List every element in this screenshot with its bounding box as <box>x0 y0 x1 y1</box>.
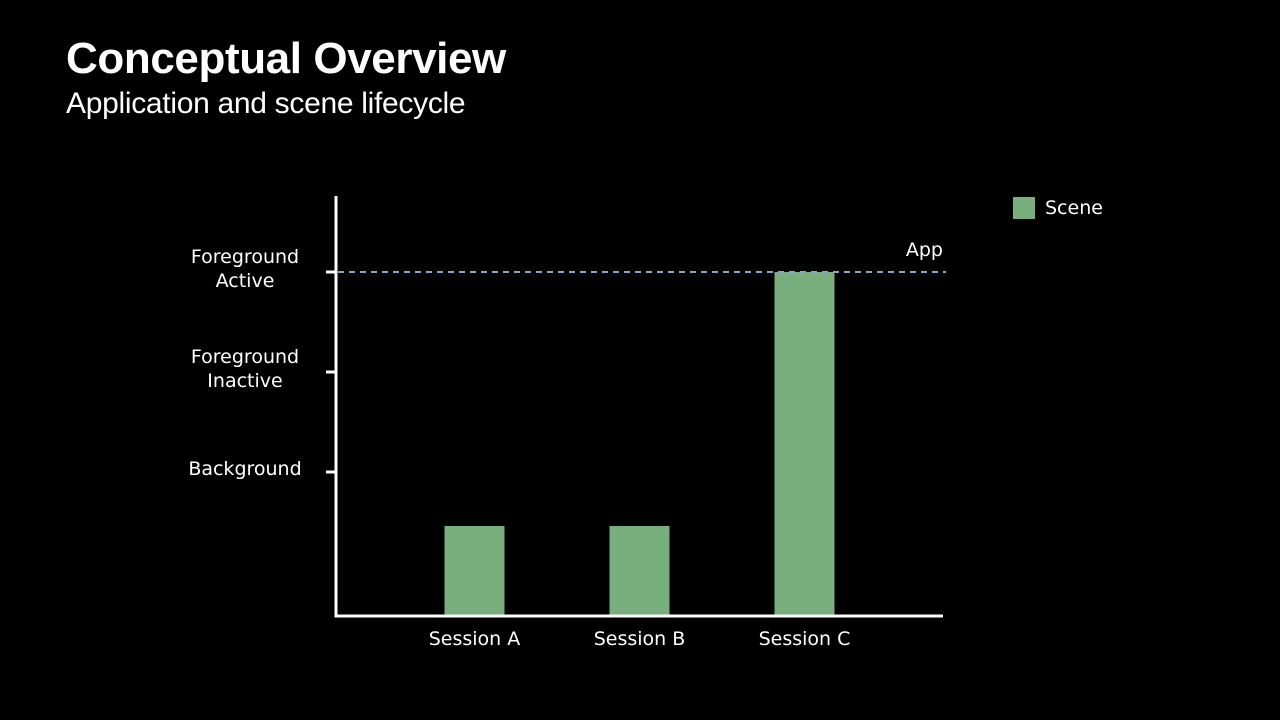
y-tick-label: Inactive <box>207 370 282 392</box>
y-tick-label: Background <box>188 458 301 480</box>
chart-legend: Scene <box>1013 196 1103 220</box>
page-subtitle: Application and scene lifecycle <box>66 87 466 120</box>
app-reference-label: App <box>906 239 943 261</box>
y-tick-label: Active <box>216 270 275 292</box>
legend-swatch-scene <box>1013 197 1035 219</box>
y-tick-label: Foreground <box>191 346 299 368</box>
scene-bar <box>609 526 670 615</box>
x-tick-label: Session C <box>759 628 851 650</box>
scene-bar <box>444 526 505 615</box>
x-tick-label: Session B <box>594 628 686 650</box>
x-tick-label: Session A <box>429 628 521 650</box>
scene-bar <box>774 272 835 615</box>
page-title: Conceptual Overview <box>66 34 506 83</box>
y-tick-label: Foreground <box>191 246 299 268</box>
legend-label-scene: Scene <box>1045 197 1103 219</box>
